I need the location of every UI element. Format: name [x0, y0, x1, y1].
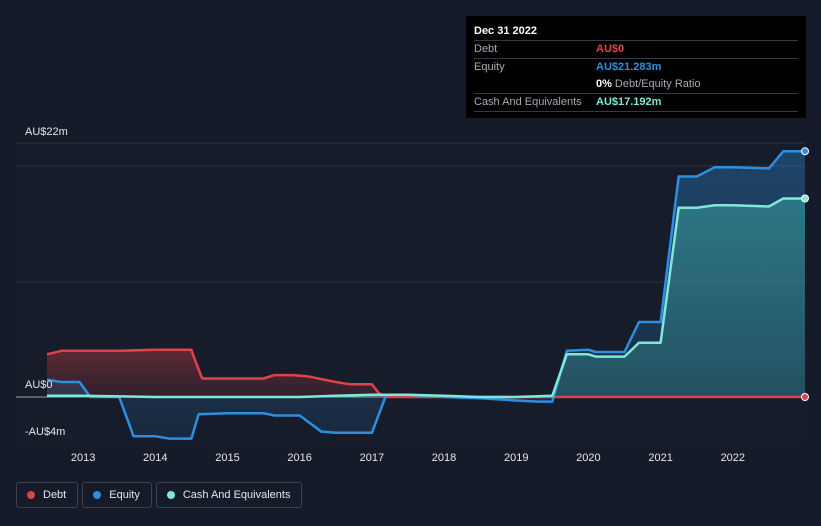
line-cash: [47, 197, 805, 399]
legend-label-equity: Equity: [109, 489, 140, 501]
tooltip-row-equity: Equity AU$21.283m: [474, 59, 798, 76]
tooltip-equity-label: Equity: [474, 61, 505, 73]
end-markers: [801, 147, 809, 401]
x-tick-label-2018: 2018: [432, 452, 456, 464]
x-tick-label-2020: 2020: [576, 452, 600, 464]
x-tick-label-2014: 2014: [143, 452, 167, 464]
tooltip-date: Dec 31 2022: [474, 22, 798, 41]
legend-dot-debt: [27, 491, 35, 499]
end-dot-cash: [801, 194, 809, 203]
y-tick-label-2: -AU$4m: [25, 426, 65, 438]
end-dot-debt: [801, 393, 809, 401]
legend-label-debt: Debt: [43, 489, 67, 501]
series-lines: [46, 150, 805, 440]
legend-item-debt[interactable]: Debt: [16, 482, 79, 508]
area-debt: [47, 349, 805, 397]
y-tick-label-1: AU$0: [25, 379, 53, 391]
x-axis-labels: 2013 2014 2015 2016 2017 2018 2019 2020 2021 2022: [71, 452, 745, 464]
tooltip-cash-value: AU$17.192m: [596, 96, 662, 108]
tooltip-row-ratio: 0% Debt/Equity Ratio: [474, 76, 798, 94]
tooltip-debt-value: AU$0: [596, 43, 625, 55]
legend-dot-cash: [166, 491, 175, 499]
x-tick-label-2019: 2019: [504, 452, 528, 464]
tooltip: Dec 31 2022 Debt AU$0 Equity AU$21.283m …: [466, 16, 806, 118]
legend-item-equity[interactable]: Equity: [82, 482, 152, 508]
area-cash: [47, 198, 805, 397]
tooltip-row-debt: Debt AU$0: [474, 41, 798, 59]
x-tick-label-2015: 2015: [215, 452, 239, 464]
legend-label-cash: Cash And Equivalents: [182, 489, 291, 501]
legend-dot-equity: [93, 491, 102, 499]
y-tick-label-0: AU$22m: [25, 126, 68, 138]
x-tick-label-2016: 2016: [287, 452, 311, 464]
tooltip-debt-label: Debt: [474, 43, 498, 55]
y-axis-labels: AU$22m AU$0 -AU$4m: [25, 126, 68, 438]
x-tick-label-2017: 2017: [360, 452, 384, 464]
series-areas: [47, 151, 805, 439]
end-dot-equity: [801, 147, 809, 156]
x-tick-label-2022: 2022: [721, 452, 745, 464]
tooltip-ratio-label: Debt/Equity Ratio: [614, 78, 701, 90]
x-tick-label-2021: 2021: [648, 452, 672, 464]
x-tick-label-2013: 2013: [71, 452, 95, 464]
tooltip-equity-value: AU$21.283m: [596, 61, 662, 73]
legend-item-cash[interactable]: Cash And Equivalents: [155, 482, 303, 508]
legend: Debt Equity Cash And Equivalents: [16, 482, 303, 510]
tooltip-ratio-value: 0%: [596, 78, 612, 90]
tooltip-row-cash: Cash And Equivalents AU$17.192m: [474, 94, 798, 112]
tooltip-cash-label: Cash And Equivalents: [474, 96, 582, 108]
